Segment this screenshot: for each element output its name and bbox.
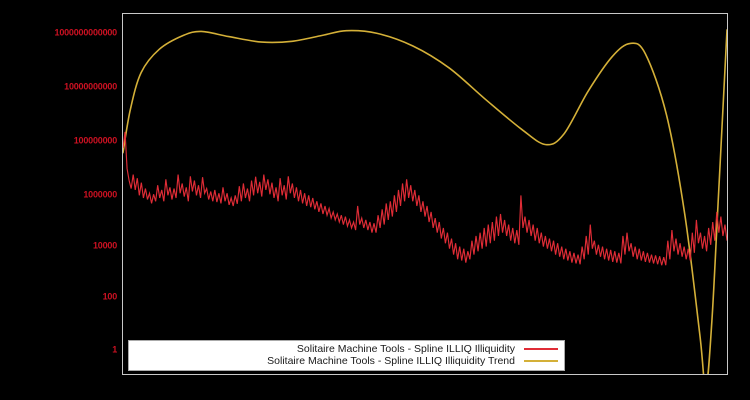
plot-area [122, 13, 728, 375]
legend-swatch-illiquidity [524, 348, 558, 350]
y-tick-label: 1000000000000 [54, 27, 118, 38]
legend: Solitaire Machine Tools - Spline ILLIQ I… [128, 340, 565, 371]
y-tick-label: 10000000000 [64, 81, 117, 92]
y-tick-label: 100000000 [73, 135, 117, 146]
y-axis: 1000000000000 10000000000 100000000 1000… [0, 0, 118, 400]
legend-swatch-trend [524, 360, 558, 362]
trend-line-path [123, 29, 727, 374]
y-tick-label: 100 [102, 291, 118, 302]
legend-label: Solitaire Machine Tools - Spline ILLIQ I… [267, 355, 515, 367]
y-tick-label: 10000 [92, 240, 117, 251]
chart-canvas [123, 29, 727, 374]
illiquidity-line-path [123, 131, 727, 266]
legend-label: Solitaire Machine Tools - Spline ILLIQ I… [296, 343, 515, 355]
legend-item: Solitaire Machine Tools - Spline ILLIQ I… [135, 343, 558, 355]
y-tick-label: 1000000 [83, 189, 117, 200]
y-tick-label: 1 [112, 344, 117, 355]
legend-item: Solitaire Machine Tools - Spline ILLIQ I… [135, 355, 558, 367]
